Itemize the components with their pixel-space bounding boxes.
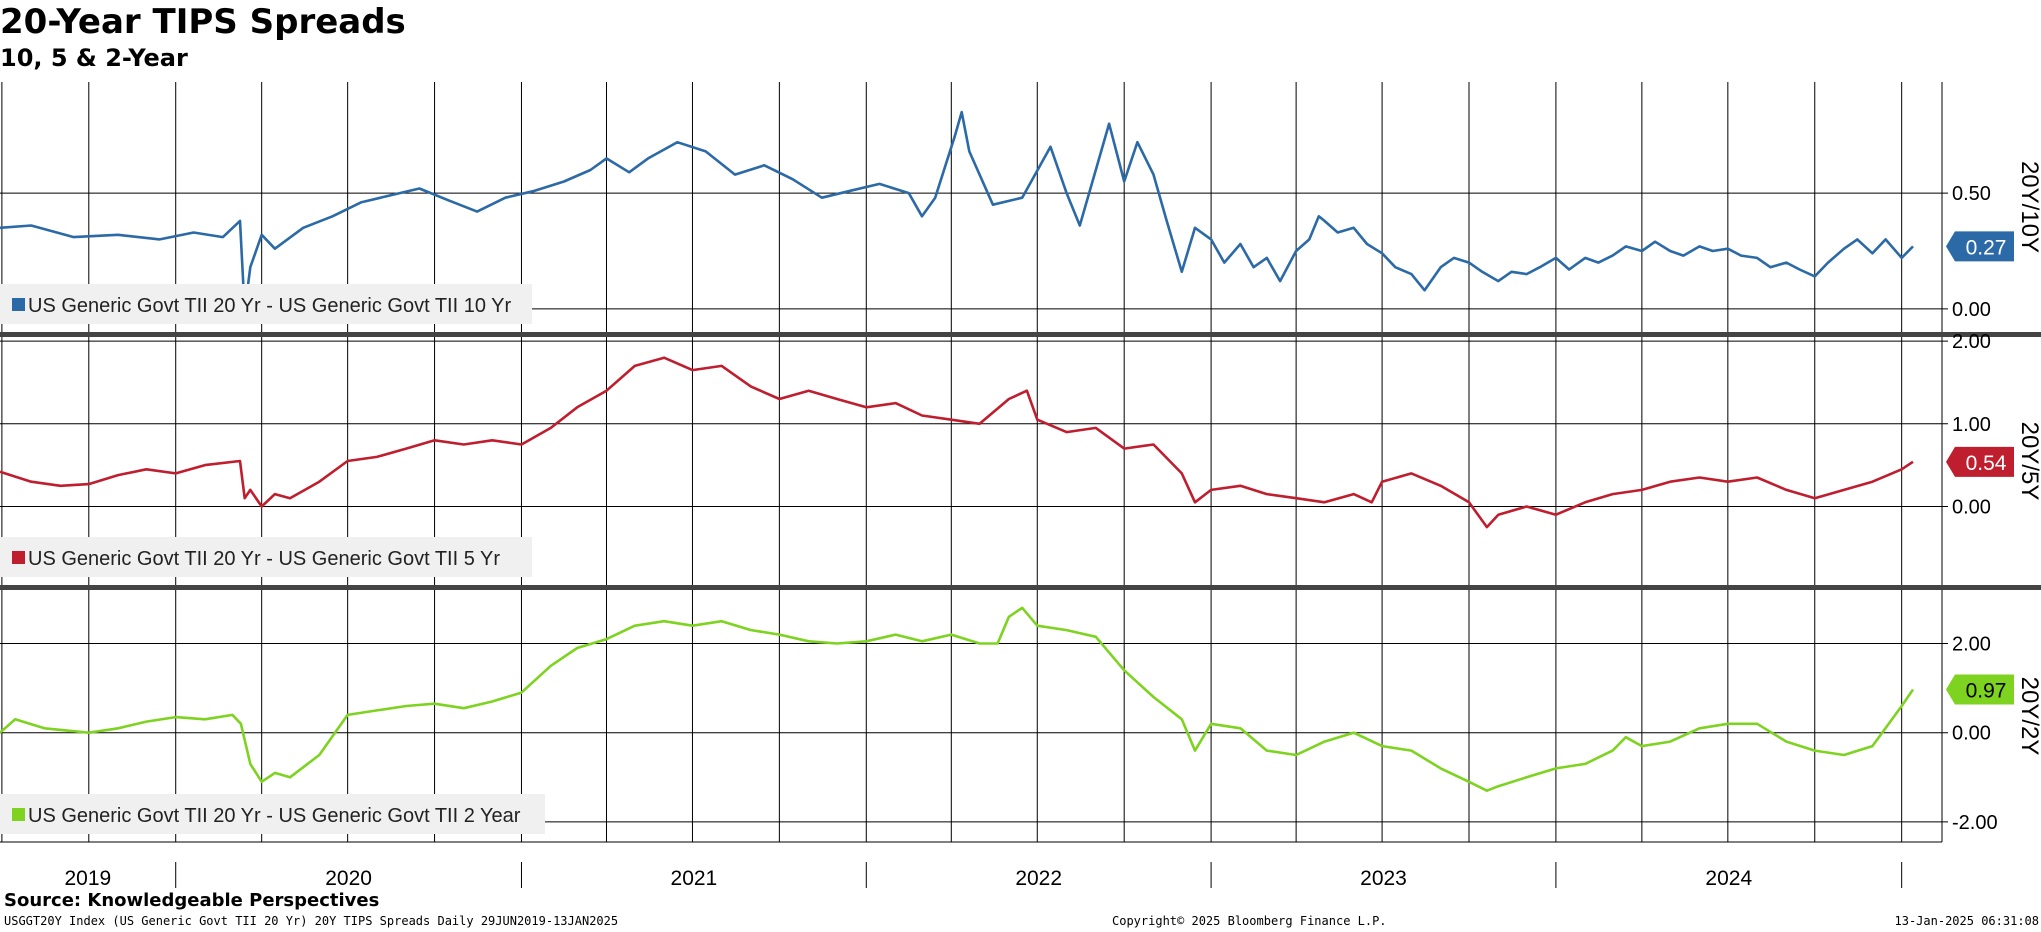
last-value-badge (1946, 231, 2014, 262)
y-tick-label: 2.00 (1952, 634, 1991, 656)
panel-separator (0, 332, 2041, 337)
legend-box (0, 284, 532, 324)
x-tick-label: 2022 (1015, 867, 1062, 890)
panel-separator (0, 585, 2041, 590)
x-tick-label: 2019 (64, 867, 111, 890)
last-value-badge (1946, 674, 2014, 705)
legend-swatch (12, 551, 25, 564)
legend-swatch (12, 298, 25, 311)
panel-20y-2y: 2.00 0.00 -2.00 US Generic Govt TII 20 Yr -… (0, 590, 2041, 842)
last-value-badge (1946, 446, 2014, 477)
x-tick-label: 2020 (325, 867, 372, 890)
y-tick-label: 0.00 (1952, 496, 1991, 518)
last-value-label: 0.54 (1966, 452, 2007, 475)
legend-label: US Generic Govt TII 20 Yr - US Generic G… (28, 805, 521, 827)
y-tick-label: 2.00 (1952, 331, 1991, 353)
source-note: Source: Knowledgeable Perspectives (4, 890, 380, 911)
panel-name-label: 20Y/5Y (2016, 422, 2041, 501)
panel-layer: 0.50 0.00 US Generic Govt TII 20 Yr - US G… (0, 82, 2041, 842)
footer-timestamp: 13-Jan-2025 06:31:08 (1894, 914, 2040, 928)
footer-copyright: Copyright© 2025 Bloomberg Finance L.P. (1112, 914, 1387, 928)
x-tick-label: 2024 (1705, 867, 1752, 890)
legend-label: US Generic Govt TII 20 Yr - US Generic G… (28, 295, 511, 317)
legend-box (0, 537, 532, 577)
legend-label: US Generic Govt TII 20 Yr - US Generic G… (28, 548, 500, 570)
last-value-label: 0.97 (1966, 679, 2007, 702)
x-axis: 2019 2020 2021 2022 2023 2024 (0, 841, 1942, 890)
legend-box (0, 794, 545, 834)
series-line (0, 110, 1914, 313)
panel-name-label: 20Y/10Y (2016, 161, 2041, 253)
y-tick-label: 0.50 (1952, 183, 1991, 205)
footer-index-info: USGGT20Y Index (US Generic Govt TII 20 Y… (4, 914, 619, 928)
x-tick-label: 2023 (1360, 867, 1407, 890)
y-tick-label: 0.00 (1952, 299, 1991, 321)
series-line (0, 606, 1915, 793)
x-tick-label: 2021 (671, 867, 718, 890)
chart-subtitle: 10, 5 & 2-Year (0, 44, 188, 72)
panel-20y-10y: 0.50 0.00 US Generic Govt TII 20 Yr - US G… (0, 82, 2041, 332)
y-tick-label: -2.00 (1952, 812, 1998, 834)
last-value-label: 0.27 (1966, 236, 2007, 259)
y-tick-label: 0.00 (1952, 723, 1991, 745)
panel-name-label: 20Y/2Y (2016, 677, 2041, 756)
grid-layer (0, 82, 2041, 842)
legend-swatch (12, 808, 25, 821)
chart-title: 20-Year TIPS Spreads (0, 2, 406, 42)
panel-20y-5y: 2.00 1.00 0.00 US Generic Govt TII 20 Yr - … (0, 331, 2041, 585)
series-line (0, 356, 1914, 529)
y-tick-label: 1.00 (1952, 414, 1991, 436)
